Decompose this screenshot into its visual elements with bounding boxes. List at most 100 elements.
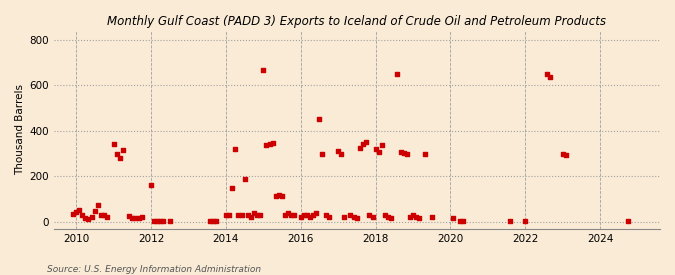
Point [102,214,113,219]
Point [321,213,331,218]
Point [377,143,387,147]
Title: Monthly Gulf Coast (PADD 3) Exports to Iceland of Crude Oil and Petroleum Produc: Monthly Gulf Coast (PADD 3) Exports to I… [107,15,606,28]
Point [398,151,409,155]
Point [345,213,356,218]
Point [164,219,175,223]
Point [86,214,97,219]
Point [379,213,390,218]
Point [242,213,253,218]
Point [236,213,247,218]
Point [283,211,294,215]
Point [96,212,107,217]
Point [92,203,103,208]
Point [454,219,465,223]
Point [386,216,397,220]
Point [458,219,468,223]
Point [68,212,78,216]
Point [311,211,322,215]
Point [370,147,381,152]
Point [541,72,552,76]
Point [111,151,122,156]
Point [414,216,425,220]
Point [304,214,315,219]
Point [233,212,244,217]
Point [352,216,362,220]
Point [258,68,269,72]
Point [289,213,300,218]
Point [267,140,278,145]
Point [83,217,94,221]
Point [354,146,365,151]
Point [152,219,163,223]
Point [208,219,219,223]
Point [295,214,306,219]
Point [158,219,169,223]
Point [133,216,144,220]
Point [401,152,412,156]
Point [155,219,166,223]
Point [108,142,119,147]
Point [261,143,271,147]
Point [383,214,394,219]
Point [270,194,281,199]
Point [392,72,403,76]
Point [124,214,134,218]
Point [80,216,91,220]
Point [279,213,290,218]
Point [560,153,571,158]
Point [148,219,159,223]
Point [255,213,266,218]
Point [136,214,147,219]
Point [339,214,350,219]
Point [410,214,421,219]
Point [130,216,140,221]
Point [333,148,344,153]
Point [248,211,259,215]
Point [74,208,84,212]
Point [408,213,418,218]
Point [223,212,234,217]
Point [246,214,256,219]
Point [252,212,263,217]
Point [558,152,568,156]
Point [358,142,369,146]
Point [273,193,284,197]
Point [323,214,334,219]
Point [335,152,346,156]
Point [77,213,88,218]
Point [302,213,313,218]
Point [314,117,325,121]
Point [205,219,215,223]
Point [520,219,531,223]
Point [99,213,109,218]
Point [367,214,378,219]
Point [396,150,406,154]
Point [211,219,222,223]
Point [71,210,82,214]
Point [360,139,371,144]
Point [308,213,319,218]
Point [89,209,100,213]
Point [230,147,240,152]
Text: Source: U.S. Energy Information Administration: Source: U.S. Energy Information Administ… [47,265,261,274]
Y-axis label: Thousand Barrels: Thousand Barrels [15,84,25,175]
Point [286,212,297,217]
Point [404,214,415,219]
Point [504,219,515,223]
Point [373,150,384,154]
Point [117,148,128,152]
Point [115,156,126,160]
Point [317,152,328,156]
Point [348,214,359,219]
Point [227,186,238,190]
Point [146,183,157,187]
Point [427,214,437,219]
Point [277,194,288,199]
Point [127,216,138,220]
Point [623,219,634,223]
Point [420,152,431,156]
Point [221,213,232,218]
Point [264,142,275,146]
Point [239,177,250,181]
Point [364,213,375,218]
